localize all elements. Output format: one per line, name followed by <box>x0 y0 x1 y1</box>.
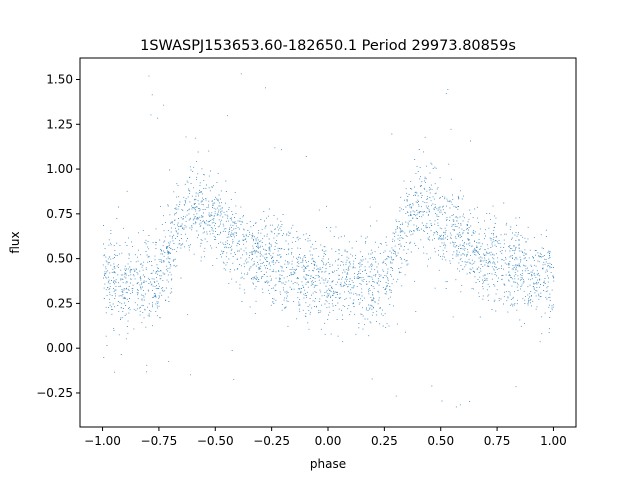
y-tick-label: 1.25 <box>46 117 73 131</box>
x-tick-label: 0.25 <box>371 434 398 448</box>
y-tick-label: −0.25 <box>36 386 73 400</box>
x-tick-label: −0.75 <box>141 434 178 448</box>
flux-points <box>102 73 555 408</box>
y-axis-label: flux <box>8 231 22 253</box>
x-tick-label: 0.50 <box>427 434 454 448</box>
x-tick-label: −0.50 <box>197 434 234 448</box>
x-tick-label: 0.00 <box>315 434 342 448</box>
x-tick-label: −0.25 <box>253 434 290 448</box>
chart-title: 1SWASPJ153653.60-182650.1 Period 29973.8… <box>140 38 516 54</box>
y-tick-label: 0.25 <box>46 296 73 310</box>
x-tick-label: 1.00 <box>540 434 567 448</box>
y-tick-label: 0.75 <box>46 207 73 221</box>
y-tick-label: 0.00 <box>46 341 73 355</box>
x-tick-label: 0.75 <box>484 434 511 448</box>
scatter-points <box>102 73 555 408</box>
x-axis: −1.00 −0.75 −0.50 −0.25 0.00 0.25 0.50 0.75 1.00 <box>84 427 567 448</box>
x-axis-label: phase <box>310 457 346 471</box>
y-tick-label: 0.50 <box>46 252 73 266</box>
y-tick-label: 1.00 <box>46 162 73 176</box>
y-tick-label: 1.50 <box>46 72 73 86</box>
x-tick-label: −1.00 <box>84 434 121 448</box>
y-axis: −0.25 0.00 0.25 0.50 0.75 1.00 1.25 1.50 <box>36 72 80 400</box>
